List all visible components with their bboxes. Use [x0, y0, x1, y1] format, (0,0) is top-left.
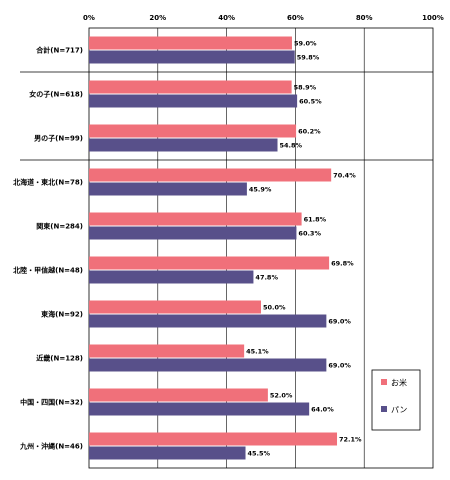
bar-rice — [89, 212, 302, 226]
bar-rice — [89, 344, 245, 358]
category-label: 男の子(N=99) — [34, 135, 83, 143]
legend-label-rice: お米 — [391, 378, 407, 388]
category-label: 近畿(N=128) — [36, 354, 83, 363]
data-label: 60.2% — [298, 127, 321, 135]
category-label: 女の子(N=618) — [29, 90, 83, 99]
data-label: 45.5% — [248, 449, 271, 457]
bar-bread — [89, 138, 278, 152]
bar-bread — [89, 94, 298, 108]
bar-bread — [89, 50, 295, 64]
bar-bread — [89, 358, 327, 372]
bar-rice — [89, 300, 261, 314]
data-label: 45.9% — [249, 185, 272, 193]
legend-swatch-rice — [381, 379, 387, 385]
data-label: 69.0% — [328, 317, 351, 325]
category-label: 北海道・東北(N=78) — [13, 178, 83, 187]
data-label: 59.8% — [297, 53, 320, 61]
data-label: 70.4% — [333, 171, 356, 179]
bar-bread — [89, 226, 297, 240]
data-label: 50.0% — [263, 303, 286, 311]
x-axis-ticks: 0% 20% 40% 60% 80% 100% — [83, 14, 444, 22]
gridlines — [157, 28, 365, 468]
data-label: 61.8% — [304, 215, 327, 223]
bar-bread — [89, 270, 254, 284]
data-label: 59.0% — [294, 39, 317, 47]
x-tick-label: 100% — [422, 14, 444, 22]
category-label: 北陸・甲信越(N=48) — [13, 266, 83, 275]
bar-rice — [89, 124, 297, 138]
bar-rice — [89, 388, 268, 402]
data-label: 69.0% — [328, 361, 351, 369]
plot-area — [88, 27, 434, 469]
data-label: 60.5% — [299, 97, 322, 105]
x-tick-label: 40% — [218, 14, 235, 22]
category-label: 九州・沖縄(N=46) — [19, 442, 83, 451]
bar-bread — [89, 446, 246, 460]
group-separators — [20, 71, 433, 161]
legend: お米 パン — [371, 369, 421, 431]
data-label: 45.1% — [246, 347, 269, 355]
data-label: 72.1% — [339, 435, 362, 443]
bar-rice — [89, 256, 330, 270]
bar-rice — [89, 80, 292, 94]
data-label: 52.0% — [270, 391, 293, 399]
x-tick-label: 80% — [356, 14, 373, 22]
bar-bread — [89, 402, 310, 416]
x-tick-label: 0% — [83, 14, 95, 22]
data-label: 47.8% — [255, 273, 278, 281]
category-label: 東海(N=92) — [41, 310, 83, 319]
bar-rice — [89, 168, 332, 182]
data-label: 64.0% — [311, 405, 334, 413]
data-label: 58.9% — [294, 83, 317, 91]
bar-rice — [89, 432, 338, 446]
legend-swatch-bread — [381, 406, 387, 412]
data-label: 69.8% — [331, 259, 354, 267]
bars: 59.0% 59.8% 58.9% 60.5% 60.2% 54.8% 70.4% 45.9%… — [89, 36, 362, 460]
data-label: 60.3% — [298, 229, 321, 237]
bar-rice — [89, 36, 292, 50]
bar-bread — [89, 182, 247, 196]
category-label: 合計(N=717) — [35, 46, 83, 55]
category-label: 関東(N=284) — [36, 222, 83, 231]
legend-label-bread: パン — [391, 406, 407, 415]
data-label: 54.8% — [280, 141, 303, 149]
x-tick-label: 60% — [287, 14, 304, 22]
category-labels: 合計(N=717) 女の子(N=618) 男の子(N=99) 北海道・東北(N=78)… — [13, 46, 83, 451]
legend-box — [371, 369, 421, 431]
bar-bread — [89, 314, 327, 328]
category-label: 中国・四国(N=32) — [20, 398, 83, 407]
x-tick-label: 20% — [149, 14, 166, 22]
